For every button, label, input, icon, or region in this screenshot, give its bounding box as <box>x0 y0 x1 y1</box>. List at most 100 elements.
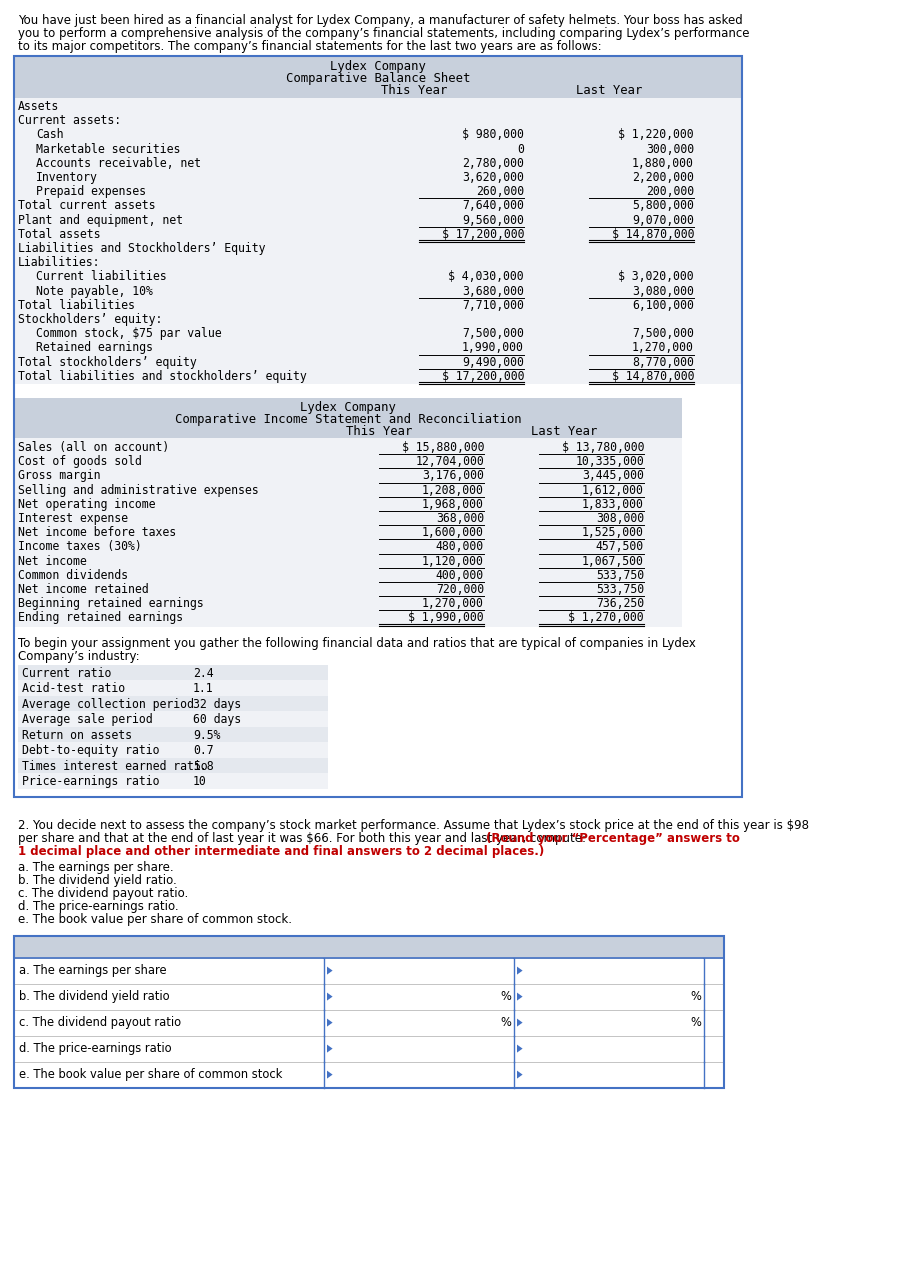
Text: c. The dividend payout ratio.: c. The dividend payout ratio. <box>18 887 188 900</box>
Text: Return on assets: Return on assets <box>22 728 132 741</box>
Text: %: % <box>690 989 701 1002</box>
Bar <box>14 983 724 1010</box>
Text: 533,750: 533,750 <box>596 582 644 596</box>
Text: Net income retained: Net income retained <box>18 582 149 596</box>
Text: 1,270,000: 1,270,000 <box>422 598 484 611</box>
Text: 7,500,000: 7,500,000 <box>462 328 524 340</box>
Text: Last Year: Last Year <box>581 940 637 952</box>
Text: Note payable, 10%: Note payable, 10% <box>36 284 152 297</box>
Polygon shape <box>327 966 333 974</box>
Text: to its major competitors. The company’s financial statements for the last two ye: to its major competitors. The company’s … <box>18 40 602 52</box>
Text: Total current assets: Total current assets <box>18 200 155 212</box>
Text: Debt-to-equity ratio: Debt-to-equity ratio <box>22 744 160 756</box>
Text: 400,000: 400,000 <box>436 568 484 582</box>
Text: d. The price-earnings ratio: d. The price-earnings ratio <box>19 1042 172 1055</box>
Text: Plant and equipment, net: Plant and equipment, net <box>18 214 183 227</box>
Text: Liabilities and Stockholders’ Equity: Liabilities and Stockholders’ Equity <box>18 242 265 255</box>
Text: 9,560,000: 9,560,000 <box>462 214 524 227</box>
Text: 8,770,000: 8,770,000 <box>632 356 694 369</box>
Bar <box>18 712 328 727</box>
Polygon shape <box>517 992 523 1001</box>
Text: Accounts receivable, net: Accounts receivable, net <box>36 156 201 170</box>
Text: 1,525,000: 1,525,000 <box>582 526 644 539</box>
Text: $ 17,200,000: $ 17,200,000 <box>442 370 524 383</box>
Text: 3,680,000: 3,680,000 <box>462 284 524 297</box>
Text: 1,120,000: 1,120,000 <box>422 554 484 567</box>
Text: $ 4,030,000: $ 4,030,000 <box>448 270 524 283</box>
Text: 9.5%: 9.5% <box>193 728 221 741</box>
Text: Sales (all on account): Sales (all on account) <box>18 442 169 454</box>
Text: Stockholders’ equity:: Stockholders’ equity: <box>18 314 163 326</box>
Text: Last Year: Last Year <box>576 84 642 97</box>
Bar <box>14 1036 724 1061</box>
Text: Lydex Company: Lydex Company <box>330 60 426 73</box>
Text: Lydex Company: Lydex Company <box>300 401 396 413</box>
Bar <box>14 56 742 796</box>
Text: Current ratio: Current ratio <box>22 667 112 680</box>
Text: This Year: This Year <box>381 84 447 97</box>
Text: Total liabilities and stockholders’ equity: Total liabilities and stockholders’ equi… <box>18 370 307 383</box>
Bar <box>14 438 682 627</box>
Text: 308,000: 308,000 <box>596 512 644 525</box>
Text: Net operating income: Net operating income <box>18 498 155 511</box>
Bar <box>18 773 328 788</box>
Text: Common dividends: Common dividends <box>18 568 128 582</box>
Polygon shape <box>327 1044 333 1052</box>
Text: %: % <box>500 1015 511 1029</box>
Polygon shape <box>517 1070 523 1079</box>
Text: Liabilities:: Liabilities: <box>18 256 101 269</box>
Text: 5.8: 5.8 <box>193 759 213 773</box>
Polygon shape <box>327 1019 333 1027</box>
Text: Cash: Cash <box>36 128 64 141</box>
Polygon shape <box>327 992 333 1001</box>
Bar <box>14 957 724 983</box>
Text: This Year: This Year <box>392 940 446 952</box>
Text: $ 980,000: $ 980,000 <box>462 128 524 141</box>
Text: c. The dividend payout ratio: c. The dividend payout ratio <box>19 1015 181 1029</box>
Text: 736,250: 736,250 <box>596 598 644 611</box>
Text: a. The earnings per share: a. The earnings per share <box>19 964 166 977</box>
Text: Current assets:: Current assets: <box>18 114 121 127</box>
Text: $ 3,020,000: $ 3,020,000 <box>618 270 694 283</box>
Text: e. The book value per share of common stock: e. The book value per share of common st… <box>19 1068 283 1080</box>
Text: Selling and administrative expenses: Selling and administrative expenses <box>18 484 259 497</box>
Text: Beginning retained earnings: Beginning retained earnings <box>18 598 203 611</box>
Bar <box>14 1010 724 1036</box>
Text: 2. You decide next to assess the company’s stock market performance. Assume that: 2. You decide next to assess the company… <box>18 819 809 832</box>
Text: 60 days: 60 days <box>193 713 241 726</box>
Text: d. The price-earnings ratio.: d. The price-earnings ratio. <box>18 900 178 913</box>
Bar <box>18 758 328 773</box>
Text: per share and that at the end of last year it was $66. For both this year and la: per share and that at the end of last ye… <box>18 832 590 845</box>
Bar <box>18 664 328 680</box>
Text: Interest expense: Interest expense <box>18 512 128 525</box>
Text: $ 14,870,000: $ 14,870,000 <box>612 370 694 383</box>
Text: 480,000: 480,000 <box>436 540 484 553</box>
Text: $ 13,780,000: $ 13,780,000 <box>562 442 644 454</box>
Text: 1 decimal place and other intermediate and final answers to 2 decimal places.): 1 decimal place and other intermediate a… <box>18 845 544 858</box>
Text: 3,176,000: 3,176,000 <box>422 470 484 483</box>
Text: 10,335,000: 10,335,000 <box>576 456 644 468</box>
Text: 3,080,000: 3,080,000 <box>632 284 694 297</box>
Text: 1,600,000: 1,600,000 <box>422 526 484 539</box>
Polygon shape <box>327 1070 333 1079</box>
Bar <box>14 99 742 384</box>
Bar <box>18 680 328 695</box>
Text: 3,445,000: 3,445,000 <box>582 470 644 483</box>
Text: 1,968,000: 1,968,000 <box>422 498 484 511</box>
Text: 2,780,000: 2,780,000 <box>462 156 524 170</box>
Text: You have just been hired as a financial analyst for Lydex Company, a manufacture: You have just been hired as a financial … <box>18 14 743 27</box>
Text: Ending retained earnings: Ending retained earnings <box>18 612 183 625</box>
Text: b. The dividend yield ratio.: b. The dividend yield ratio. <box>18 873 176 887</box>
Text: $ 14,870,000: $ 14,870,000 <box>612 228 694 241</box>
Text: 1,208,000: 1,208,000 <box>422 484 484 497</box>
Text: 6,100,000: 6,100,000 <box>632 298 694 312</box>
Text: Gross margin: Gross margin <box>18 470 101 483</box>
Text: $ 1,270,000: $ 1,270,000 <box>568 612 644 625</box>
Text: (Round your “Percentage” answers to: (Round your “Percentage” answers to <box>486 832 740 845</box>
Text: 1,833,000: 1,833,000 <box>582 498 644 511</box>
Text: e. The book value per share of common stock.: e. The book value per share of common st… <box>18 913 292 925</box>
Text: 7,640,000: 7,640,000 <box>462 200 524 212</box>
Text: Current liabilities: Current liabilities <box>36 270 166 283</box>
Text: $ 17,200,000: $ 17,200,000 <box>442 228 524 241</box>
Text: 10: 10 <box>193 776 207 788</box>
